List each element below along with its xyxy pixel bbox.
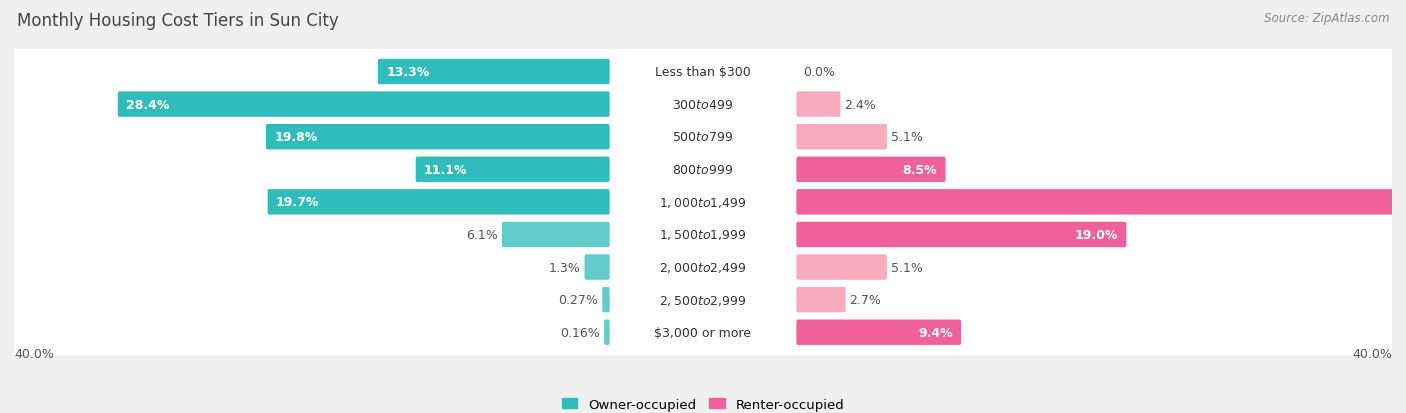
Text: 13.3%: 13.3% [387,66,429,79]
Text: Source: ZipAtlas.com: Source: ZipAtlas.com [1264,12,1389,25]
FancyBboxPatch shape [796,125,887,150]
Text: 2.4%: 2.4% [844,98,876,112]
FancyBboxPatch shape [266,125,610,150]
FancyBboxPatch shape [796,222,1126,247]
Text: 0.0%: 0.0% [803,66,835,79]
FancyBboxPatch shape [796,157,945,183]
Text: 2.7%: 2.7% [849,293,882,306]
Text: 19.8%: 19.8% [274,131,318,144]
Text: $300 to $499: $300 to $499 [672,98,734,112]
FancyBboxPatch shape [378,59,610,85]
Text: 19.7%: 19.7% [276,196,319,209]
Text: $3,000 or more: $3,000 or more [655,326,751,339]
FancyBboxPatch shape [267,190,610,215]
Legend: Owner-occupied, Renter-occupied: Owner-occupied, Renter-occupied [557,392,849,413]
Text: 0.27%: 0.27% [558,293,599,306]
FancyBboxPatch shape [416,157,610,183]
Text: 8.5%: 8.5% [903,164,938,176]
Text: 5.1%: 5.1% [891,261,922,274]
FancyBboxPatch shape [796,190,1406,215]
Text: 6.1%: 6.1% [467,228,498,241]
FancyBboxPatch shape [796,320,962,345]
FancyBboxPatch shape [118,92,610,118]
Text: 9.4%: 9.4% [918,326,953,339]
FancyBboxPatch shape [13,46,1393,98]
Text: Monthly Housing Cost Tiers in Sun City: Monthly Housing Cost Tiers in Sun City [17,12,339,30]
FancyBboxPatch shape [13,306,1393,358]
Text: 1.3%: 1.3% [548,261,581,274]
FancyBboxPatch shape [13,144,1393,196]
FancyBboxPatch shape [13,79,1393,131]
Text: $2,500 to $2,999: $2,500 to $2,999 [659,293,747,307]
Text: $500 to $799: $500 to $799 [672,131,734,144]
FancyBboxPatch shape [585,255,610,280]
FancyBboxPatch shape [13,111,1393,164]
Text: 19.0%: 19.0% [1074,228,1118,241]
Text: 28.4%: 28.4% [127,98,169,112]
FancyBboxPatch shape [605,320,610,345]
FancyBboxPatch shape [502,222,610,247]
FancyBboxPatch shape [13,274,1393,326]
Text: $1,500 to $1,999: $1,500 to $1,999 [659,228,747,242]
FancyBboxPatch shape [796,92,841,118]
Text: 11.1%: 11.1% [425,164,467,176]
FancyBboxPatch shape [796,255,887,280]
Text: 40.0%: 40.0% [14,347,53,360]
FancyBboxPatch shape [796,287,845,313]
Text: $800 to $999: $800 to $999 [672,164,734,176]
Text: 0.16%: 0.16% [561,326,600,339]
FancyBboxPatch shape [13,241,1393,294]
FancyBboxPatch shape [602,287,610,313]
Text: Less than $300: Less than $300 [655,66,751,79]
Text: 40.0%: 40.0% [1353,347,1392,360]
Text: 5.1%: 5.1% [891,131,922,144]
Text: $1,000 to $1,499: $1,000 to $1,499 [659,195,747,209]
Text: $2,000 to $2,499: $2,000 to $2,499 [659,261,747,274]
FancyBboxPatch shape [13,176,1393,228]
FancyBboxPatch shape [13,209,1393,261]
